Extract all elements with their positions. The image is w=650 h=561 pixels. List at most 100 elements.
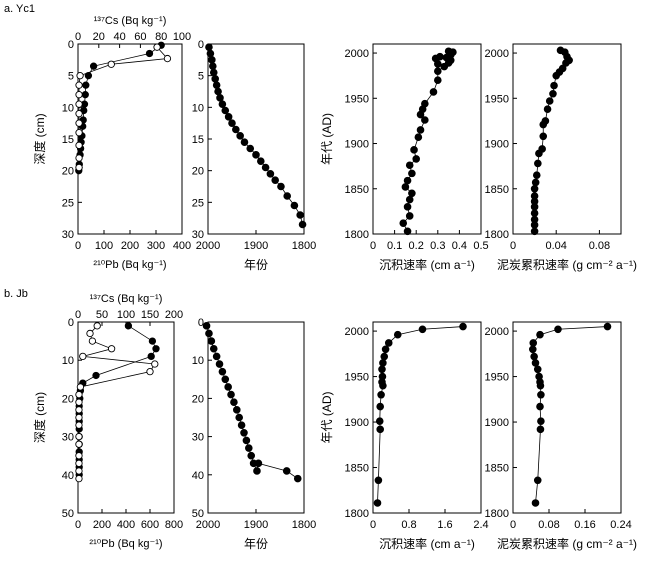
data-point [377, 390, 385, 399]
data-point [403, 203, 412, 211]
y-tick-label: 40 [62, 470, 74, 482]
chart-b-3: 1800 1850 1900 1950 2000 年代 (AD) 0 0.8 1.6 2.4 沉积速… [320, 321, 489, 551]
data-point [240, 138, 249, 146]
data-point [253, 467, 261, 475]
data-point [434, 60, 442, 68]
data-point [533, 365, 542, 374]
x-tick-label: 0.5 [473, 240, 488, 252]
cs137-point [75, 459, 83, 467]
cs137-point [153, 43, 161, 51]
data-point [537, 390, 545, 399]
x-axis-label: ²¹⁰Pb (Bq kg⁻¹) [89, 538, 162, 550]
cs137-point [151, 360, 159, 368]
plot-frame [512, 43, 622, 235]
y-tick-label: 1900 [345, 139, 369, 151]
data-point [230, 398, 238, 407]
x-tick-label: 1800 [292, 240, 316, 252]
data-point [380, 352, 389, 361]
data-point [536, 402, 544, 411]
plot-frame [372, 43, 482, 235]
x-tick-label: 0 [510, 519, 516, 531]
data-point [552, 71, 561, 80]
y-tick-label: 1850 [345, 184, 369, 196]
data-point [207, 337, 216, 345]
data-point [531, 359, 540, 367]
x-top-tick-label: 50 [96, 309, 108, 321]
cs137-point [76, 383, 85, 391]
row-label-a: a. Yc1 [4, 3, 35, 15]
y-tick-label: 30 [192, 432, 204, 444]
data-point [232, 125, 240, 134]
y-tick-label: 25 [62, 197, 74, 209]
data-point [218, 367, 227, 376]
data-point [375, 417, 384, 425]
data-point [408, 169, 416, 178]
data-point [554, 325, 562, 334]
y-axis-label: 年代 (AD) [320, 391, 334, 443]
x-top-axis-label: ¹³⁷Cs (Bq kg⁻¹) [94, 15, 167, 27]
cs137-point [75, 91, 83, 99]
data-point [539, 132, 548, 141]
x-tick-label: 0.3 [430, 240, 445, 252]
data-point [533, 476, 542, 485]
x-tick-label: 1800 [292, 519, 316, 531]
data-point [252, 151, 260, 159]
y-tick-label: 2000 [485, 48, 509, 60]
pb210-point [124, 322, 133, 330]
cs137-point [75, 81, 83, 89]
data-point [209, 344, 218, 353]
data-point [405, 212, 414, 220]
data-point [235, 413, 243, 422]
x-top-tick-label: 20 [93, 31, 105, 43]
series-line [377, 326, 464, 504]
cs137-point [75, 474, 83, 483]
data-point [257, 157, 265, 165]
y-tick-label: 0 [68, 317, 74, 329]
data-point [242, 436, 251, 445]
y-tick-label: 20 [62, 166, 74, 178]
x-tick-label: 400 [117, 519, 135, 531]
data-point [298, 220, 307, 229]
y-tick-label: 50 [62, 508, 74, 520]
y-tick-label: 1800 [485, 229, 509, 241]
cs137-point [75, 406, 83, 414]
y-tick-label: 10 [62, 102, 74, 114]
data-point [246, 144, 255, 153]
x-tick-label: 600 [141, 519, 159, 531]
data-point [410, 146, 418, 154]
x-tick-label: 300 [147, 240, 165, 252]
y-tick-label: 30 [192, 229, 204, 241]
y-axis-label: 深度 (cm) [32, 392, 47, 443]
cs137-point [75, 110, 83, 118]
data-point [376, 425, 385, 434]
chart-a-3: 1800 1850 1900 1950 2000 年代 (AD) 0 0.1 0.2 0.3 0.4… [320, 43, 489, 272]
data-point [550, 81, 558, 90]
data-point [549, 89, 557, 98]
y-axis-label: 深度 (cm) [32, 113, 47, 164]
data-point [379, 359, 387, 367]
series-line [402, 50, 454, 232]
y-tick-label: 0 [198, 39, 204, 51]
series-line [78, 325, 157, 475]
y-tick-label: 1800 [345, 229, 369, 241]
data-point [245, 444, 253, 452]
plot-frame [512, 321, 622, 514]
pb210-point [92, 371, 100, 380]
data-point [531, 178, 540, 187]
data-point [536, 381, 545, 390]
chart-b-4: 1800 1850 1900 1950 2000 0 0.08 0.16 0.24 泥炭累积速率 … [485, 321, 637, 551]
x-top-tick-label: 0 [75, 31, 81, 43]
data-point [536, 425, 545, 434]
y-tick-label: 2000 [485, 326, 509, 338]
x-tick-label: 2000 [196, 519, 220, 531]
cs137-point [75, 141, 83, 149]
data-point [218, 100, 227, 108]
data-point [529, 339, 538, 347]
x-tick-label: 1.6 [437, 519, 452, 531]
data-point [539, 120, 548, 129]
data-point [293, 474, 302, 483]
data-point [416, 110, 425, 119]
cs137-point [88, 337, 97, 345]
y-tick-label: 30 [62, 229, 74, 241]
